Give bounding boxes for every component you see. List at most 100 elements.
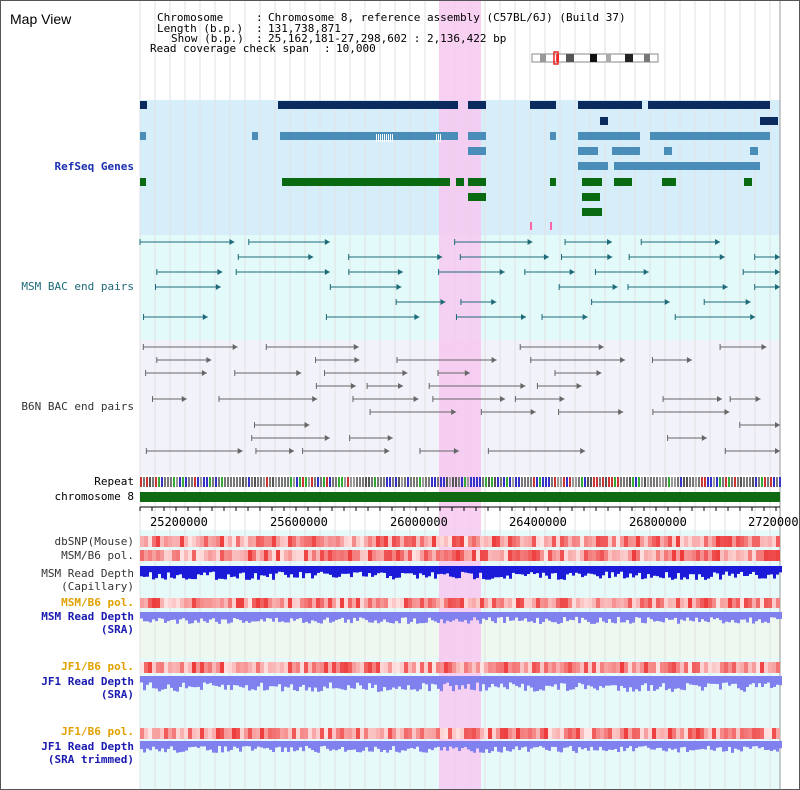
read-depth-bar: [497, 676, 500, 688]
polymorphism-cell: [584, 536, 588, 547]
read-depth-bar: [299, 741, 302, 748]
read-depth-bar: [680, 566, 683, 580]
polymorphism-cell: [588, 550, 592, 561]
read-depth-bar: [518, 676, 521, 688]
read-depth-bar: [500, 676, 503, 684]
polymorphism-cell: [744, 728, 748, 739]
read-depth-bar: [749, 612, 752, 618]
read-depth-bar: [332, 676, 335, 689]
read-depth-bar: [743, 676, 746, 692]
polymorphism-cell: [376, 662, 380, 673]
polymorphism-cell: [568, 662, 572, 673]
polymorphism-cell: [724, 536, 728, 547]
polymorphism-cell: [184, 728, 188, 739]
read-depth-bar: [161, 612, 164, 619]
polymorphism-cell: [340, 728, 344, 739]
polymorphism-cell: [216, 598, 220, 608]
polymorphism-cell: [536, 598, 540, 608]
gene-arrow: [468, 147, 473, 155]
read-depth-bar: [263, 566, 266, 576]
read-depth-bar: [200, 741, 203, 747]
polymorphism-cell: [652, 598, 656, 608]
polymorphism-cell: [652, 550, 656, 561]
gene-feature: [612, 147, 640, 155]
polymorphism-cell: [284, 536, 288, 547]
read-depth-bar: [467, 566, 470, 574]
read-depth-bar: [257, 566, 260, 580]
read-depth-bar: [773, 566, 776, 579]
repeat-element: [668, 477, 670, 487]
track-label-b6n-bac: B6N BAC end pairs: [21, 400, 134, 413]
read-depth-bar: [434, 566, 437, 579]
polymorphism-cell: [776, 662, 780, 673]
polymorphism-cell: [656, 728, 660, 739]
bac-end-arrow: [396, 284, 402, 290]
repeat-element: [566, 477, 568, 487]
polymorphism-cell: [312, 728, 316, 739]
read-depth-bar: [674, 566, 677, 579]
read-depth-bar: [716, 612, 719, 619]
read-depth-bar: [566, 566, 569, 575]
polymorphism-cell: [644, 662, 648, 673]
read-depth-bar: [242, 612, 245, 623]
repeat-element: [584, 477, 586, 487]
read-depth-bar: [320, 676, 323, 691]
polymorphism-cell: [212, 728, 216, 739]
polymorphism-cell: [680, 598, 684, 608]
repeat-element: [296, 477, 298, 487]
read-depth-bar: [224, 566, 227, 580]
polymorphism-cell: [384, 550, 388, 561]
read-depth-bar: [662, 612, 665, 623]
read-depth-bar: [584, 741, 587, 749]
read-depth-bar: [194, 741, 197, 747]
read-depth-bar: [152, 566, 155, 580]
read-depth-bar: [476, 612, 479, 621]
read-depth-bar: [581, 741, 584, 750]
read-depth-bar: [635, 566, 638, 576]
read-depth-bar: [239, 676, 242, 687]
read-depth-bar: [458, 676, 461, 690]
polymorphism-cell: [252, 728, 256, 739]
read-depth-bar: [245, 741, 248, 747]
read-depth-bar: [695, 741, 698, 750]
read-depth-bar: [191, 676, 194, 688]
polymorphism-cell: [696, 662, 700, 673]
polymorphism-cell: [592, 598, 596, 608]
polymorphism-cell: [448, 550, 452, 561]
read-depth-bar: [491, 566, 494, 579]
read-depth-bar: [332, 612, 335, 622]
read-depth-bar: [497, 566, 500, 578]
gene-feature: [578, 101, 642, 109]
polymorphism-cell: [660, 536, 664, 547]
polymorphism-cell: [500, 662, 504, 673]
read-depth-bar: [149, 676, 152, 683]
polymorphism-cell: [504, 728, 508, 739]
read-depth-bar: [302, 741, 305, 752]
gene-feature: [468, 147, 486, 155]
track-label-jf1-depth-trim: JF1 Read Depth: [41, 740, 134, 753]
polymorphism-cell: [560, 662, 564, 673]
polymorphism-cell: [300, 598, 304, 608]
polymorphism-cell: [208, 662, 212, 673]
read-depth-bar: [218, 676, 221, 687]
read-depth-bar: [740, 566, 743, 572]
read-depth-bar: [590, 741, 593, 747]
read-depth-bar: [695, 566, 698, 580]
bac-end-arrow: [499, 269, 505, 275]
polymorphism-cell: [732, 662, 736, 673]
read-depth-bar: [602, 612, 605, 622]
read-depth-bar: [413, 612, 416, 619]
polymorphism-cell: [616, 728, 620, 739]
read-depth-bar: [599, 741, 602, 747]
read-depth-bar: [509, 566, 512, 579]
read-depth-bar: [764, 741, 767, 750]
read-depth-bar: [389, 566, 392, 577]
read-depth-bar: [305, 566, 308, 574]
bac-end-arrow: [775, 448, 780, 454]
repeat-element: [338, 477, 340, 487]
polymorphism-cell: [612, 550, 616, 561]
polymorphism-cell: [208, 536, 212, 547]
read-depth-bar: [341, 676, 344, 690]
read-depth-bar: [398, 612, 401, 624]
